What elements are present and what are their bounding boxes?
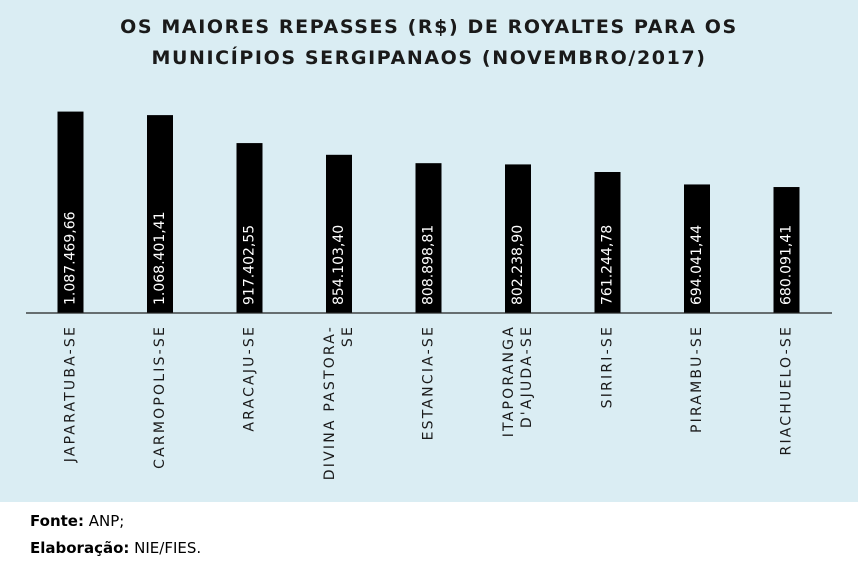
data-label-3: 917.402,55 (242, 225, 258, 305)
author-value: NIE/FIES. (129, 539, 202, 557)
data-label-7: 761.244,78 (600, 225, 616, 305)
category-label-6-line-2: D'AJUDA-SE (519, 325, 535, 428)
data-label-9: 680.091,41 (779, 225, 795, 305)
category-label-7: SIRIRI-SE (600, 325, 616, 408)
category-label-9: RIACHUELO-SE (779, 325, 795, 455)
data-label-2: 1.068.401,41 (152, 211, 168, 305)
category-label-6-line-1: ITAPORANGA (501, 325, 517, 437)
bar-5 (415, 163, 442, 313)
bar-6 (505, 164, 531, 313)
data-label-1: 1.087.469,66 (63, 211, 79, 305)
bar-7 (594, 172, 621, 313)
category-label-3: ARACAJU-SE (242, 325, 258, 432)
category-label-8: PIRAMBU-SE (689, 325, 705, 433)
author-line: Elaboração: NIE/FIES. (30, 535, 201, 562)
source-value: ANP; (83, 512, 125, 530)
category-label-5: ESTANCIA-SE (421, 325, 437, 440)
bar-1 (57, 111, 84, 314)
category-label-1: JAPARATUBA-SE (63, 325, 79, 463)
chart-title-line-2: MUNICÍPIOS SERGIPANAOS (NOVEMBRO/2017) (151, 47, 707, 69)
data-label-8: 694.041,44 (689, 225, 705, 305)
category-label-4-line-1: DIVINA PASTORA- (322, 325, 338, 480)
data-label-4: 854.103,40 (331, 225, 347, 305)
bar-4 (326, 154, 352, 313)
category-label-2: CARMOPOLIS-SE (152, 325, 168, 469)
bar-chart: 1.087.469,66 JAPARATUBA-SE 1.068.401,41 CAR… (26, 111, 832, 480)
data-label-5: 808.898,81 (421, 225, 437, 305)
data-label-6: 802.238,90 (510, 225, 526, 305)
author-label: Elaboração: (30, 539, 130, 557)
chart-title: OS MAIORES REPASSES (R$) DE ROYALTES PAR… (0, 12, 858, 74)
bar-2 (147, 115, 173, 313)
source-label: Fonte: (30, 512, 84, 530)
bar-8 (684, 184, 710, 313)
category-label-4-line-2: SE (340, 325, 356, 347)
bar-9 (773, 187, 800, 313)
chart-title-line-1: OS MAIORES REPASSES (R$) DE ROYALTES PAR… (120, 16, 738, 38)
source-line: Fonte: ANP; (30, 508, 201, 535)
bar-3 (236, 143, 263, 313)
footer: Fonte: ANP; Elaboração: NIE/FIES. (30, 508, 201, 562)
